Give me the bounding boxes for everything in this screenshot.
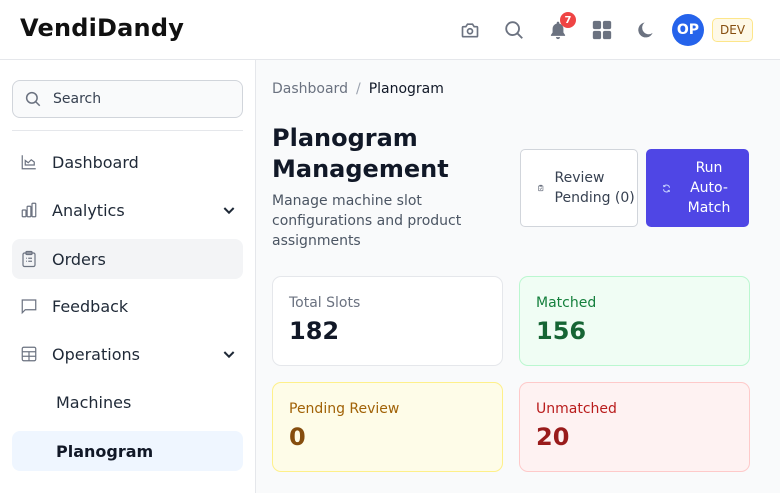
notification-badge: 7	[560, 12, 576, 28]
sidebar-divider	[12, 130, 243, 131]
page-title: Planogram Management	[272, 124, 449, 183]
moon-icon[interactable]	[632, 16, 660, 44]
stat-label: Total Slots	[289, 295, 361, 311]
sidebar-item-label: Machines	[56, 392, 132, 412]
brand-logo[interactable]: VendiDandy	[20, 14, 185, 42]
stat-value: 182	[289, 317, 340, 345]
stat-label: Matched	[536, 295, 597, 311]
run-auto-match-label: Run Auto-Match	[687, 160, 731, 216]
stat-card-total-slots: Total Slots 182	[272, 276, 503, 366]
breadcrumb-separator: /	[355, 81, 361, 97]
sidebar-item-label: Orders	[52, 249, 106, 269]
camera-icon[interactable]	[456, 16, 484, 44]
stat-label: Pending Review	[289, 401, 400, 417]
clipboard-check-icon	[538, 184, 544, 192]
message-square-icon	[21, 299, 37, 315]
sidebar-item-label: Dashboard	[52, 152, 139, 172]
bar-chart-icon	[21, 202, 37, 218]
sidebar-item-orders[interactable]: Orders	[12, 239, 243, 279]
stat-value: 0	[289, 423, 306, 451]
sidebar-item-operations[interactable]: Operations	[12, 334, 243, 374]
refresh-icon	[662, 184, 671, 192]
environment-badge: DEV	[712, 18, 754, 42]
stat-card-pending-review: Pending Review 0	[272, 382, 503, 472]
chevron-down-icon[interactable]	[221, 202, 237, 218]
stat-card-matched: Matched 156	[519, 276, 750, 366]
sidebar-item-analytics[interactable]: Analytics	[12, 190, 243, 230]
stat-value: 20	[536, 423, 570, 451]
stat-card-unmatched: Unmatched 20	[519, 382, 750, 472]
user-avatar[interactable]: OP	[672, 14, 704, 46]
apps-grid-icon[interactable]	[588, 16, 616, 44]
table-grid-icon	[21, 346, 37, 362]
clipboard-list-icon	[22, 250, 36, 268]
sidebar-item-label: Feedback	[52, 296, 129, 316]
breadcrumb-dashboard-link[interactable]: Dashboard	[272, 81, 348, 97]
review-pending-label: Review Pending (0)	[554, 170, 635, 206]
sidebar-item-label: Analytics	[52, 200, 125, 220]
main-content: Dashboard / Planogram Planogram Manageme…	[256, 60, 780, 493]
page-subtitle: Manage machine slot configurations and p…	[272, 193, 462, 249]
sidebar-search[interactable]	[12, 80, 243, 118]
sidebar-item-label: Operations	[52, 344, 140, 364]
chart-area-icon	[21, 155, 36, 170]
sidebar-search-input[interactable]	[53, 91, 233, 107]
sidebar-item-label: Planogram	[56, 441, 154, 461]
sidebar-item-machines[interactable]: Machines	[12, 382, 243, 422]
sidebar-item-planogram[interactable]: Planogram	[12, 431, 243, 471]
sidebar-item-feedback[interactable]: Feedback	[12, 286, 243, 326]
breadcrumb-current: Planogram	[368, 81, 444, 97]
sidebar-item-dashboard[interactable]: Dashboard	[12, 142, 243, 182]
review-pending-button[interactable]: Review Pending (0)	[520, 149, 638, 227]
search-icon	[25, 91, 41, 107]
run-auto-match-button[interactable]: Run Auto-Match	[646, 149, 749, 227]
breadcrumb: Dashboard / Planogram	[272, 81, 444, 97]
sidebar: Dashboard Analytics Orders Feedback Oper…	[0, 60, 256, 493]
chevron-down-icon[interactable]	[221, 346, 237, 362]
top-header: VendiDandy 7 OP DEV	[0, 0, 780, 60]
search-icon[interactable]	[500, 16, 528, 44]
stat-value: 156	[536, 317, 587, 345]
stat-label: Unmatched	[536, 401, 617, 417]
